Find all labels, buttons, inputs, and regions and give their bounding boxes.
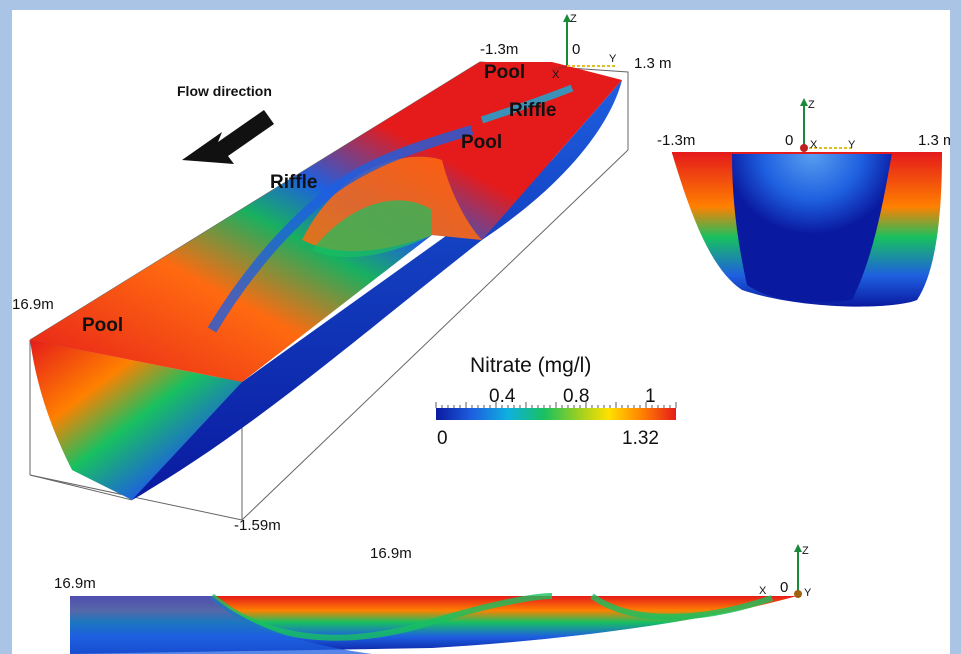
channel-side-face	[132, 80, 622, 500]
figure-canvas: Flow direction Pool Riffle Pool Riffle P…	[12, 13, 950, 654]
channel-end-face	[30, 340, 242, 500]
cross-width-right-label: 1.3 m	[918, 132, 950, 149]
colorbar: Nitrate (mg/l) 0.4 0.8 1 0 1.32	[435, 354, 677, 449]
long-length-label: 16.9m	[370, 545, 412, 562]
cross-axis-z-label: Z	[808, 99, 815, 111]
width-left-label: -1.3m	[480, 41, 518, 58]
depth-label: -1.59m	[234, 517, 281, 534]
long-axis-x-label: X	[759, 585, 767, 597]
pool-step-green	[312, 200, 432, 258]
long-axis-z-label: Z	[802, 545, 809, 557]
colorbar-title: Nitrate (mg/l)	[470, 354, 591, 377]
colorbar-tick-0: 0.4	[489, 386, 516, 407]
long-zero-label: 0	[780, 579, 788, 596]
longitudinal-section	[70, 593, 797, 654]
longitudinal-blue-left	[70, 596, 372, 654]
pool-label-upstream: Pool	[484, 62, 525, 83]
origin-zero-label: 0	[572, 41, 580, 58]
colorbar-gradient	[436, 408, 676, 420]
axes-triad-3d: Z Y X	[551, 13, 617, 81]
cross-axis-x-label: X	[810, 139, 818, 151]
colorbar-min-label: 0	[437, 428, 448, 449]
riffle-streak	[207, 125, 474, 333]
axes-triad-long: Z X Y	[759, 544, 812, 599]
flow-direction-arrow	[182, 110, 274, 164]
colorbar-max-label: 1.32	[622, 428, 659, 449]
axes-triad-cross: Z Y X	[800, 98, 856, 152]
pool-label-downstream: Pool	[82, 315, 123, 336]
long-axis-y-label: Y	[804, 587, 812, 599]
colorbar-tick-1: 0.8	[563, 386, 589, 407]
cross-width-left-label: -1.3m	[657, 132, 695, 149]
axis-y-label: Y	[609, 53, 617, 65]
longitudinal-bands	[210, 593, 773, 641]
axis-x-label: X	[552, 69, 560, 81]
width-right-label: 1.3 m	[634, 55, 672, 72]
cross-section-core	[732, 153, 892, 303]
length-label: 16.9m	[12, 296, 54, 313]
nitrate-figure: Flow direction Pool Riffle Pool Riffle P…	[12, 10, 950, 654]
pool-label-middle: Pool	[461, 132, 502, 153]
colorbar-tick-2: 1	[645, 386, 656, 407]
riffle-label-middle: Riffle	[270, 172, 318, 193]
riffle-streak-upper	[480, 84, 574, 124]
colorbar-minor-ticks	[435, 402, 677, 408]
channel-3d-view	[29, 61, 629, 521]
long-left-length-label: 16.9m	[54, 575, 96, 592]
cross-section-view	[672, 152, 942, 307]
flow-direction-label: Flow direction	[177, 83, 272, 99]
cross-axis-y-label: Y	[848, 139, 856, 151]
riffle-label-upstream: Riffle	[509, 100, 557, 121]
cross-zero-label: 0	[785, 132, 793, 149]
axis-z-label: Z	[570, 13, 577, 25]
